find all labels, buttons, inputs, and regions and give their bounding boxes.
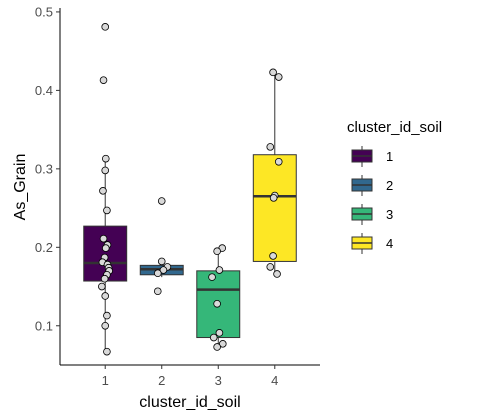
- data-point: [153, 269, 162, 278]
- data-point: [273, 270, 281, 278]
- data-point: [157, 257, 166, 266]
- data-point: [101, 166, 110, 175]
- data-point: [159, 266, 168, 274]
- data-point: [274, 73, 283, 81]
- data-point: [100, 274, 109, 283]
- data-point: [157, 197, 166, 205]
- x-tick-label: 2: [158, 373, 165, 388]
- y-axis-title: As_Grain: [12, 154, 29, 221]
- data-point: [269, 252, 277, 260]
- data-point: [215, 266, 224, 274]
- data-point: [266, 143, 275, 151]
- y-tick-label: 0.3: [35, 161, 53, 176]
- boxes: [83, 72, 297, 352]
- data-point: [101, 321, 110, 330]
- data-point: [266, 263, 275, 271]
- y-tick-label: 0.2: [35, 240, 53, 255]
- data-point: [103, 311, 111, 320]
- box: [252, 154, 297, 262]
- y-tick-label: 0.5: [35, 4, 53, 19]
- data-point: [213, 299, 221, 308]
- legend-label: 1: [386, 149, 393, 164]
- data-point: [101, 292, 110, 300]
- data-point: [269, 68, 277, 77]
- data-point: [213, 247, 221, 256]
- legend-items: 1 2 3 4: [351, 146, 393, 254]
- y-tick-label: 0.4: [35, 83, 53, 98]
- data-point: [103, 347, 111, 356]
- plot-area: 0.1 0.2 0.3 0.4 0.5 1 2 3 4: [35, 4, 320, 388]
- x-tick-label: 3: [215, 373, 222, 388]
- data-point: [274, 157, 283, 166]
- legend-title: cluster_id_soil: [347, 119, 442, 136]
- data-point: [103, 206, 111, 215]
- legend-label: 2: [386, 178, 393, 193]
- data-point: [99, 187, 107, 195]
- data-point: [213, 343, 221, 351]
- data-point: [99, 234, 108, 243]
- x-tick-label: 1: [102, 373, 109, 388]
- x-axis-title: cluster_id_soil: [139, 394, 240, 411]
- data-point: [218, 340, 227, 348]
- data-point: [215, 329, 224, 337]
- data-point: [208, 273, 216, 281]
- x-ticks: 1 2 3 4: [102, 365, 278, 388]
- data-point: [209, 333, 218, 342]
- y-tick-label: 0.1: [35, 318, 53, 333]
- data-point: [101, 244, 110, 252]
- y-ticks: 0.1 0.2 0.3 0.4 0.5: [35, 4, 60, 333]
- data-point: [269, 194, 278, 202]
- x-tick-label: 4: [271, 373, 278, 388]
- data-point: [99, 76, 108, 84]
- legend: cluster_id_soil 1 2 3 4: [347, 119, 442, 254]
- legend-label: 4: [386, 236, 393, 251]
- points: [98, 23, 283, 356]
- legend-label: 3: [386, 207, 393, 222]
- data-point: [101, 154, 110, 163]
- data-point: [153, 287, 162, 296]
- data-point: [98, 282, 106, 291]
- data-point: [101, 23, 110, 31]
